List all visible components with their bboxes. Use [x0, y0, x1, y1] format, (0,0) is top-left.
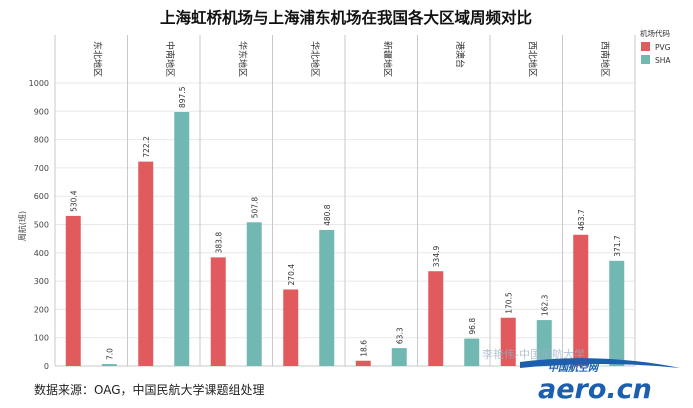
panel-label: 东北地区	[91, 41, 103, 77]
bar-sha	[464, 338, 480, 366]
bar-sha	[246, 222, 262, 366]
bar-labels: 530.4 722.2 383.8 270.4 18.6 334.9 170.5 463.7 7…	[69, 86, 622, 360]
bar-pvg	[500, 317, 516, 366]
value-label: 270.4	[287, 264, 296, 286]
panel-label: 西北地区	[526, 41, 538, 77]
value-label: 18.6	[359, 340, 368, 357]
value-label: 480.8	[323, 204, 332, 226]
y-tick-label: 1000	[29, 79, 49, 88]
bars	[65, 112, 625, 366]
data-source: 数据来源：OAG，中国民航大学课题组处理	[34, 382, 265, 397]
legend-swatch-pvg	[641, 42, 650, 51]
panel-label: 中南地区	[164, 41, 176, 77]
panel-label: 港澳台	[454, 41, 466, 68]
value-label: 897.5	[178, 86, 187, 108]
logo-main-text: aero.cn	[538, 374, 652, 405]
panel-label: 新疆地区	[381, 41, 393, 77]
value-label: 463.7	[577, 209, 586, 231]
bar-pvg	[573, 234, 589, 366]
panel-label: 华东地区	[236, 41, 248, 77]
watermark: 李艳伟-中国民航大学	[482, 347, 585, 361]
y-tick-label: 100	[34, 334, 49, 343]
bar-pvg	[355, 360, 371, 366]
y-tick-label: 900	[34, 107, 49, 116]
legend-swatch-sha	[641, 55, 650, 64]
logo-top-text: 中国航空网	[548, 362, 600, 374]
value-label: 383.8	[214, 232, 223, 254]
panel-label: 西南地区	[599, 41, 611, 77]
y-tick-label: 200	[34, 305, 49, 314]
value-label: 162.3	[540, 294, 549, 316]
facet-panels: 东北地区 中南地区 华东地区 华北地区 新疆地区 港澳台 西北地区 西南地区	[54, 35, 636, 367]
bar-sha	[174, 112, 190, 366]
bar-sha	[609, 260, 625, 366]
value-label: 722.2	[142, 136, 151, 158]
y-tick-label: 700	[34, 164, 49, 173]
y-tick-label: 400	[34, 249, 49, 258]
y-axis: 0 100 200 300 400 500 600 700 800 900 1000	[29, 79, 49, 371]
bar-pvg	[283, 289, 299, 366]
bar-pvg	[428, 271, 444, 366]
legend-label-sha: SHA	[655, 56, 671, 65]
y-tick-label: 800	[34, 136, 49, 145]
aero-logo: 中国航空网 aero.cn	[520, 358, 680, 405]
legend-title: 机场代码	[640, 28, 670, 38]
value-label: 334.9	[432, 246, 441, 268]
y-tick-label: 500	[34, 221, 49, 230]
bar-pvg	[65, 215, 81, 366]
logo-swoosh-icon	[520, 358, 680, 368]
bar-sha	[319, 229, 335, 366]
chart-title: 上海虹桥机场与上海浦东机场在我国各大区域周频对比	[160, 8, 532, 27]
bar-sha	[101, 364, 117, 366]
value-label: 530.4	[69, 190, 78, 212]
legend-label-pvg: PVG	[655, 43, 671, 52]
bar-sha	[536, 320, 552, 366]
value-label: 170.5	[504, 292, 513, 314]
legend: 机场代码 PVG SHA	[640, 28, 671, 65]
value-label: 63.3	[395, 327, 404, 344]
y-tick-label: 0	[44, 362, 49, 371]
bar-pvg	[210, 257, 226, 366]
bar-sha	[391, 348, 407, 366]
value-label: 7.0	[105, 348, 114, 360]
value-label: 507.8	[250, 197, 259, 219]
bar-pvg	[138, 161, 154, 366]
y-tick-label: 600	[34, 192, 49, 201]
value-label: 96.8	[468, 318, 477, 335]
value-label: 371.7	[613, 235, 622, 257]
y-axis-label: 周航(班)	[17, 211, 27, 241]
y-tick-label: 300	[34, 277, 49, 286]
panel-label: 华北地区	[309, 41, 321, 77]
